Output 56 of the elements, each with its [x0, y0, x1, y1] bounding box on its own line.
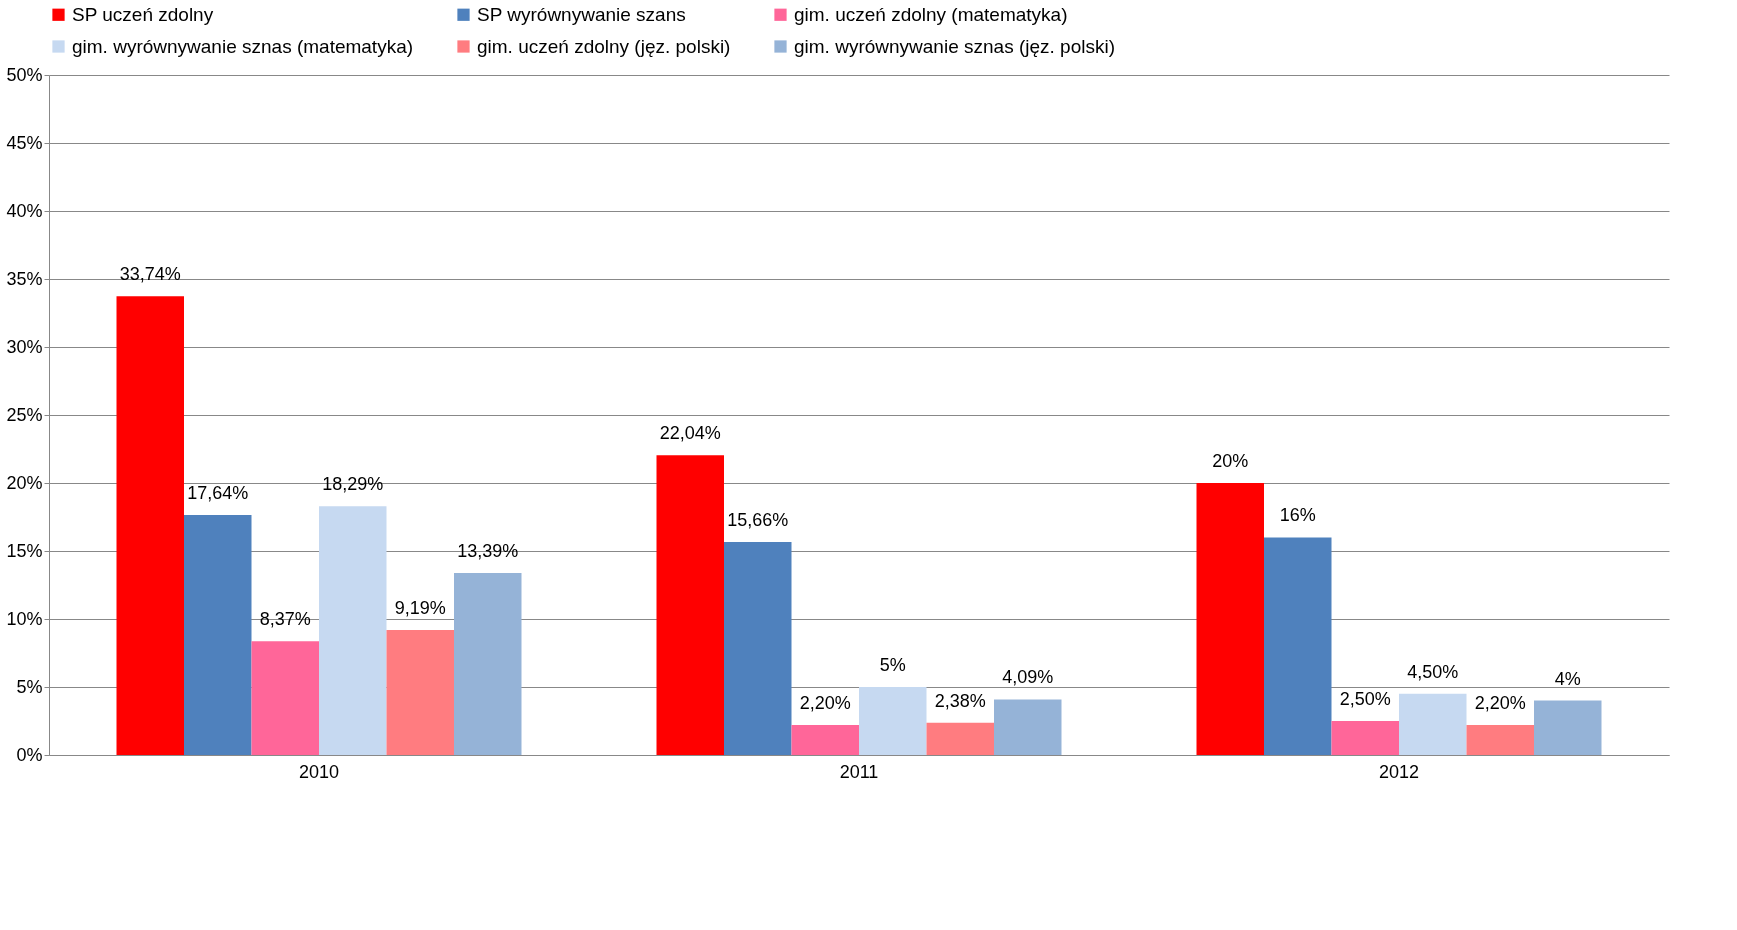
- bar: [1196, 483, 1264, 755]
- bar: [724, 542, 792, 755]
- bar: [656, 455, 724, 755]
- data-label: 4,09%: [1002, 667, 1054, 688]
- bar: [791, 725, 859, 755]
- data-label: 4,50%: [1407, 661, 1459, 682]
- y-tick-label: 50%: [6, 64, 43, 85]
- data-label: 9,19%: [394, 598, 446, 619]
- bar: [1534, 700, 1602, 755]
- y-tick-label: 5%: [16, 676, 43, 697]
- data-label: 2,50%: [1339, 689, 1391, 709]
- y-tick-label: 20%: [6, 472, 43, 493]
- data-label: 4%: [1554, 668, 1581, 689]
- data-label: 2,38%: [934, 690, 986, 711]
- bar: [454, 572, 522, 755]
- data-label: 15,66%: [727, 510, 789, 531]
- legend-label: gim. wyrównywanie sznas (matematyka): [72, 35, 414, 57]
- data-label: 2,20%: [799, 693, 851, 714]
- bar: [386, 630, 454, 755]
- bar: [994, 699, 1062, 755]
- data-label: 18,29%: [322, 474, 384, 495]
- data-label: 16%: [1279, 505, 1316, 526]
- bar: [1466, 725, 1534, 755]
- bar: [251, 641, 319, 755]
- data-label: 8,37%: [259, 609, 311, 630]
- y-tick-label: 45%: [6, 132, 43, 153]
- x-tick-label: 2012: [1378, 761, 1420, 782]
- bar: [319, 506, 387, 755]
- data-label: 22,04%: [659, 423, 721, 444]
- data-label: 5%: [879, 655, 906, 675]
- y-tick-label: 30%: [6, 336, 43, 357]
- bar: [926, 722, 994, 755]
- bar: [1331, 721, 1399, 755]
- bar: [116, 296, 184, 755]
- data-label: 2,20%: [1474, 693, 1526, 714]
- bar: [184, 515, 252, 755]
- data-label: 17,64%: [187, 483, 249, 504]
- legend-label: gim. uczeń zdolny (matematyka): [794, 3, 1068, 25]
- y-tick-label: 25%: [6, 404, 43, 425]
- data-label: 33,74%: [119, 264, 181, 285]
- bar: [1399, 693, 1467, 755]
- bar: [1264, 537, 1332, 755]
- y-tick-label: 10%: [6, 608, 43, 629]
- legend-label: gim. wyrównywanie sznas (jęz. polski): [794, 35, 1115, 57]
- x-tick-label: 2011: [839, 761, 879, 782]
- y-tick-label: 35%: [6, 268, 43, 289]
- data-label: 20%: [1212, 451, 1249, 471]
- bar: [859, 687, 927, 755]
- legend-label: gim. uczeń zdolny (jęz. polski): [477, 35, 731, 57]
- y-tick-label: 0%: [16, 744, 43, 765]
- legend-label: SP uczeń zdolny: [72, 3, 214, 25]
- y-tick-label: 15%: [6, 540, 43, 561]
- x-tick-label: 2010: [298, 761, 340, 782]
- y-tick-label: 40%: [6, 200, 43, 221]
- data-label: 13,39%: [457, 540, 519, 561]
- legend-label: SP wyrównywanie szans: [477, 3, 686, 25]
